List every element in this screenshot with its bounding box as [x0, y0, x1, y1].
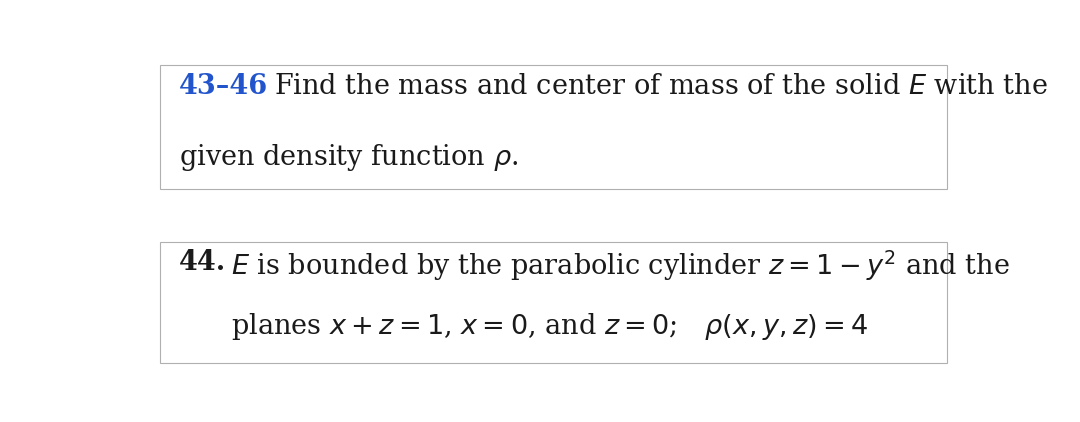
Text: 44.: 44. [178, 249, 226, 276]
Text: Find the mass and center of mass of the solid $E$ with the: Find the mass and center of mass of the … [274, 73, 1049, 100]
Text: $E$ is bounded by the parabolic cylinder $z = 1 - y^2$ and the: $E$ is bounded by the parabolic cylinder… [231, 249, 1010, 283]
Text: planes $x + z = 1$, $x = 0$, and $z = 0$;$\quad$$\rho(x, y, z) = 4$: planes $x + z = 1$, $x = 0$, and $z = 0$… [231, 311, 868, 341]
Text: 43–46: 43–46 [178, 73, 268, 100]
Text: given density function $\rho$.: given density function $\rho$. [178, 142, 517, 173]
FancyBboxPatch shape [160, 242, 947, 362]
FancyBboxPatch shape [160, 65, 947, 189]
